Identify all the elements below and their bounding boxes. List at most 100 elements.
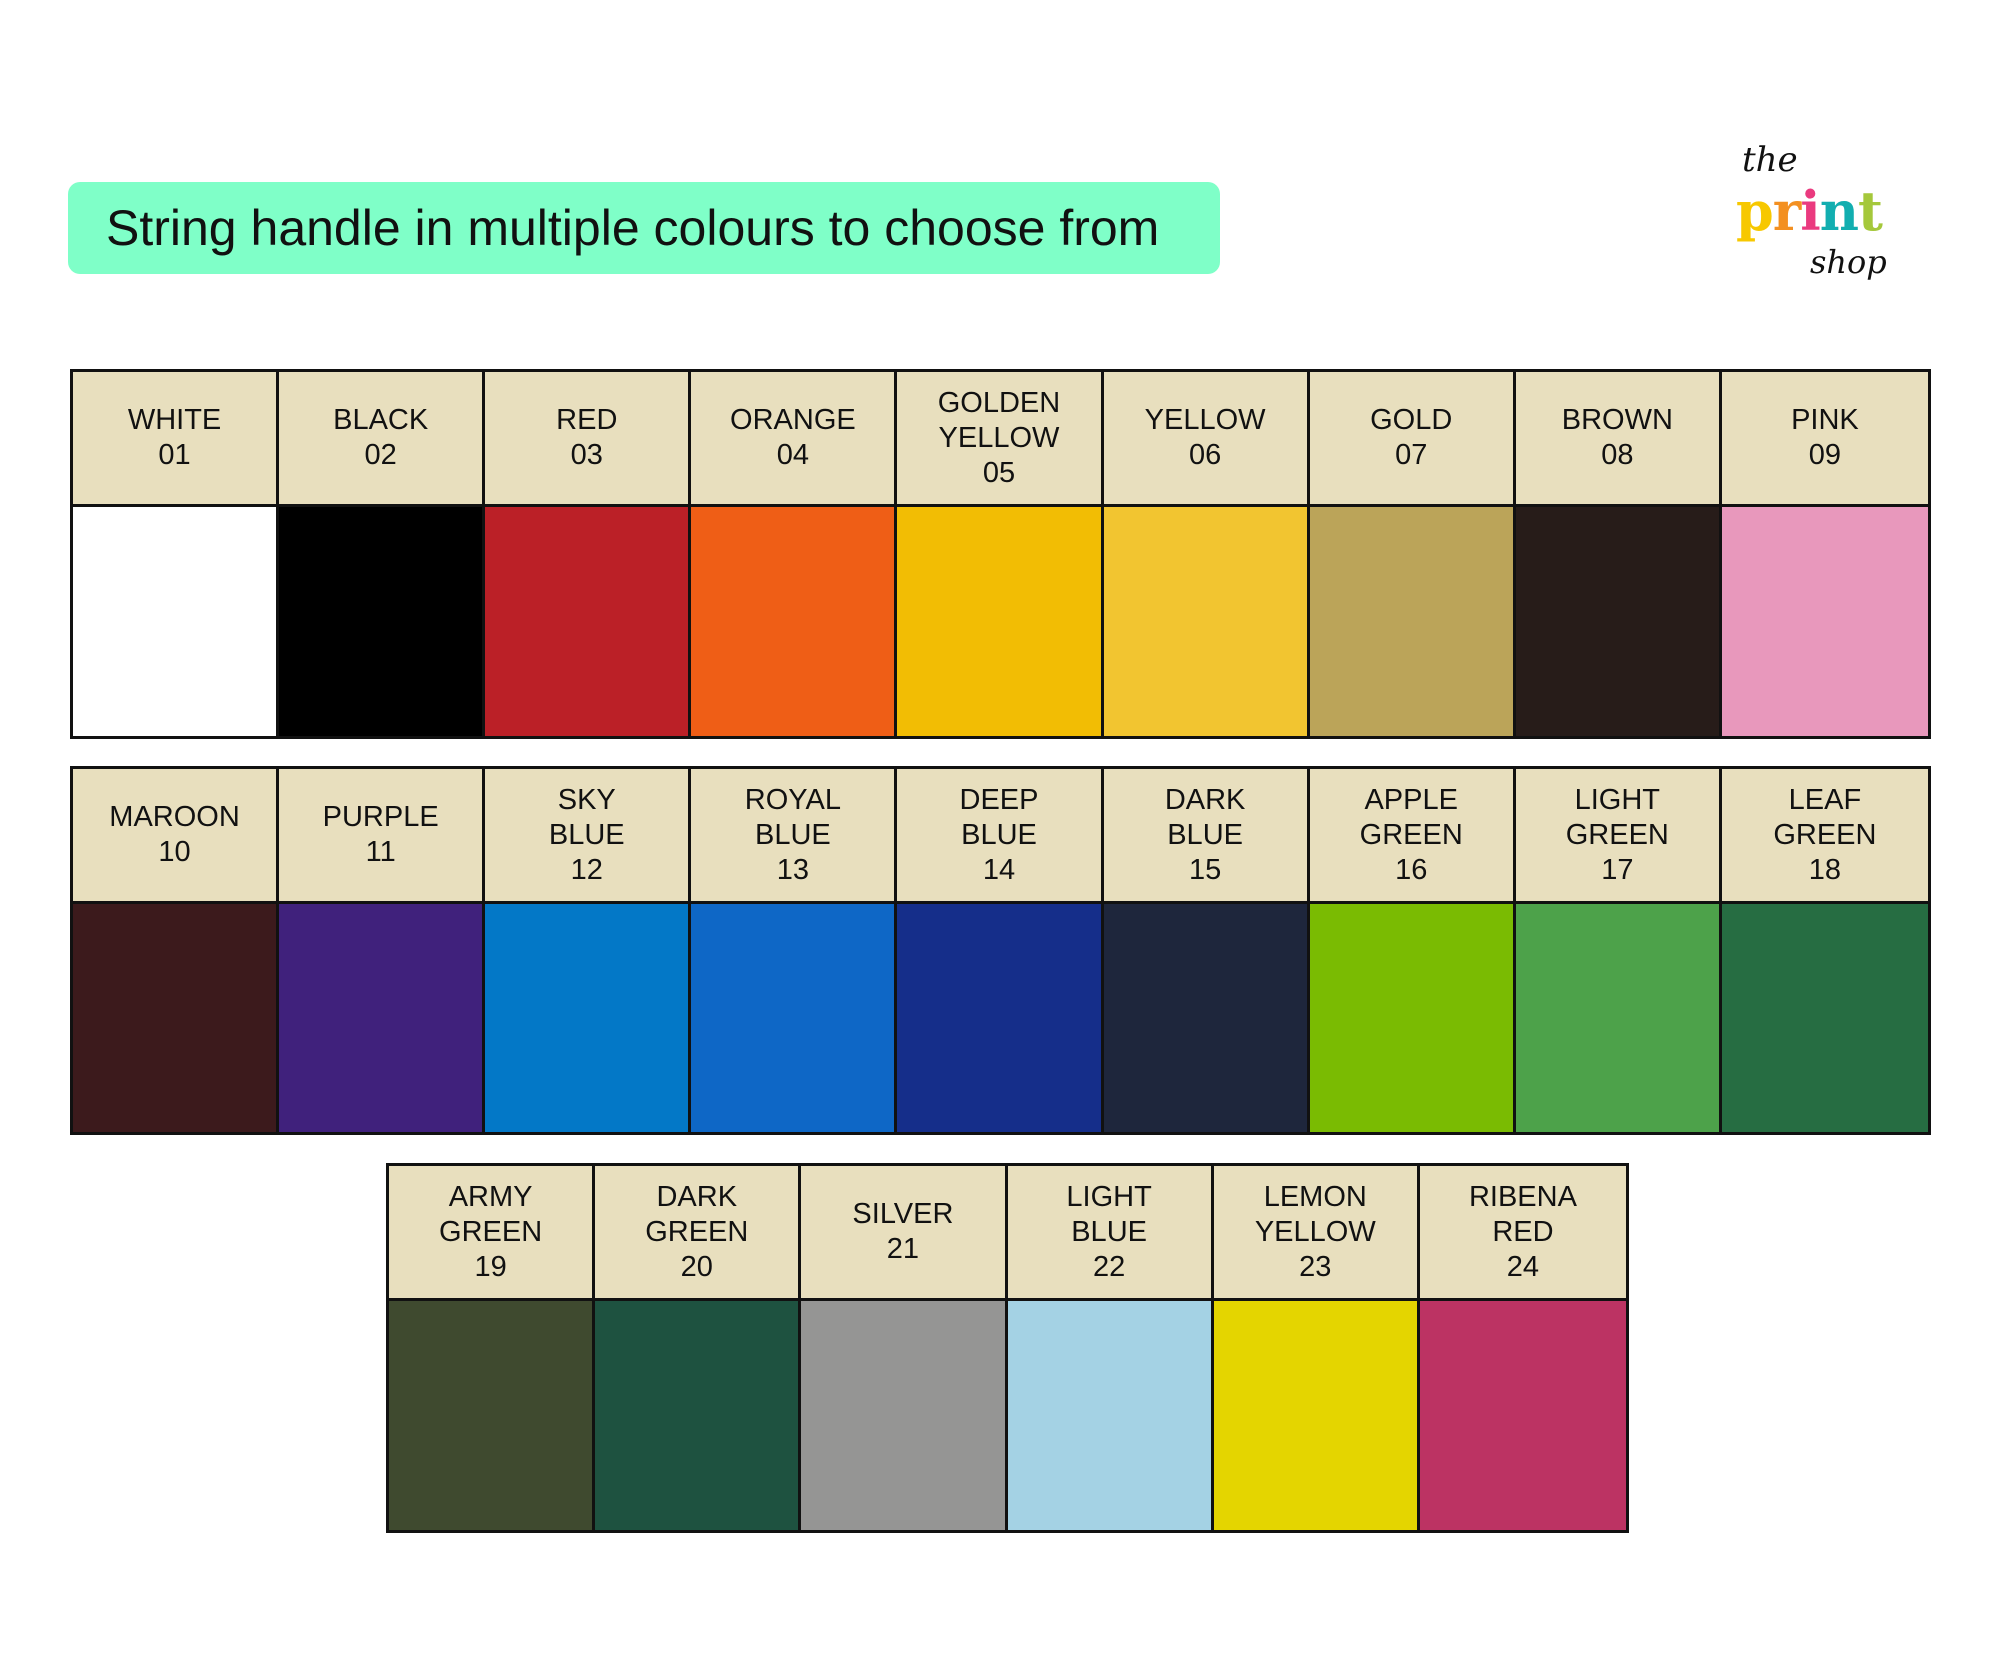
colour-code: 22 [1092, 1250, 1126, 1283]
colour-name: SKY [557, 783, 616, 816]
logo-letter: r [1772, 179, 1801, 243]
colour-name: SILVER [852, 1198, 954, 1230]
colour-swatch [389, 1301, 593, 1530]
colour-label: DARK BLUE 15 [1103, 769, 1307, 904]
colour-swatch [1515, 904, 1719, 1132]
colour-row-2: MAROON 10 PURPLE 11 SKY BLUE 12 ROYAL BLUE 13 DEEP… [70, 766, 1931, 1135]
colour-name: DEEP [959, 783, 1039, 816]
colour-option: GOLD 07 [1309, 372, 1516, 736]
colour-option: YELLOW 06 [1103, 372, 1310, 736]
colour-name: BLUE [961, 818, 1037, 851]
colour-name: BLUE [755, 818, 831, 851]
colour-name: BLACK [333, 404, 429, 436]
colour-option: DARK BLUE 15 [1103, 769, 1310, 1132]
colour-name: GREEN [439, 1215, 543, 1248]
colour-code: 10 [158, 836, 191, 868]
colour-name: GOLD [1370, 404, 1453, 436]
colour-code: 14 [982, 853, 1016, 886]
colour-swatch [1515, 507, 1719, 736]
colour-code: 17 [1601, 853, 1634, 886]
colour-label: LIGHT BLUE 22 [1007, 1166, 1211, 1301]
colour-code: 04 [776, 439, 810, 471]
logo-the: the [1742, 140, 1798, 180]
colour-code: 03 [570, 439, 603, 471]
colour-row-1: WHITE 01 BLACK 02 RED 03 ORANGE 04 GOLDEN YELLOW 0… [70, 369, 1931, 739]
colour-option: ORANGE 04 [691, 372, 898, 736]
colour-swatch [73, 904, 277, 1132]
colour-label: WHITE 01 [73, 372, 277, 507]
colour-label: DEEP BLUE 14 [897, 769, 1101, 904]
colour-name: LEAF [1788, 783, 1862, 816]
logo-letter: i [1800, 179, 1820, 243]
colour-swatch [485, 507, 689, 736]
colour-label: DARK GREEN 20 [595, 1166, 799, 1301]
colour-swatch [1103, 507, 1307, 736]
colour-name: YELLOW [1144, 404, 1266, 436]
colour-code: 16 [1395, 853, 1428, 886]
colour-swatch [1309, 507, 1513, 736]
colour-option: BLACK 02 [279, 372, 486, 736]
colour-row-3: ARMY GREEN 19 DARK GREEN 20 SILVER 21 LIGHT BLUE 2… [386, 1163, 1629, 1533]
colour-name: BLUE [548, 818, 625, 851]
colour-swatch [691, 904, 895, 1132]
colour-name: BLUE [1071, 1215, 1147, 1248]
colour-name: BROWN [1561, 404, 1673, 436]
colour-name: PURPLE [322, 801, 439, 833]
logo-letter: t [1858, 179, 1883, 243]
colour-code: 07 [1395, 439, 1428, 471]
colour-code: 12 [570, 853, 603, 886]
colour-option: BROWN 08 [1515, 372, 1722, 736]
logo-shop: shop [1810, 243, 1887, 281]
colour-swatch [595, 1301, 799, 1530]
colour-swatch [1721, 904, 1928, 1132]
colour-option: DEEP BLUE 14 [897, 769, 1104, 1132]
colour-swatch [1419, 1301, 1627, 1530]
colour-code: 11 [365, 836, 396, 868]
colour-swatch [1213, 1301, 1417, 1530]
colour-name: BLUE [1167, 818, 1243, 851]
colour-name: PINK [1791, 404, 1859, 436]
colour-swatch [1309, 904, 1513, 1132]
colour-label: ROYAL BLUE 13 [691, 769, 895, 904]
colour-label: LEAF GREEN 18 [1721, 769, 1928, 904]
colour-code: 09 [1808, 439, 1842, 471]
colour-label: LIGHT GREEN 17 [1515, 769, 1719, 904]
colour-swatch [279, 904, 483, 1132]
colour-code: 08 [1601, 439, 1634, 471]
colour-name: RED [556, 404, 618, 436]
colour-label: SILVER 21 [801, 1166, 1005, 1301]
colour-option: APPLE GREEN 16 [1309, 769, 1516, 1132]
colour-name: MAROON [109, 801, 240, 833]
colour-option: LEMON YELLOW 23 [1213, 1166, 1420, 1530]
banner-title: String handle in multiple colours to cho… [106, 200, 1160, 256]
colour-name: LIGHT [1574, 783, 1661, 816]
colour-label: YELLOW 06 [1103, 372, 1307, 507]
colour-code: 18 [1808, 853, 1842, 886]
colour-name: GOLDEN [937, 386, 1061, 419]
colour-option: SILVER 21 [801, 1166, 1008, 1530]
colour-swatch [1721, 507, 1928, 736]
colour-option: SKY BLUE 12 [485, 769, 692, 1132]
colour-name: WHITE [127, 404, 222, 436]
colour-label: MAROON 10 [73, 769, 277, 904]
colour-name: DARK [656, 1180, 738, 1213]
colour-option: LIGHT BLUE 22 [1007, 1166, 1214, 1530]
colour-name: ROYAL [744, 783, 841, 816]
colour-option: RIBENA RED 24 [1419, 1166, 1627, 1530]
title-banner: String handle in multiple colours to cho… [68, 182, 1220, 274]
colour-option: WHITE 01 [73, 372, 280, 736]
colour-name: DARK [1164, 783, 1246, 816]
colour-code: 05 [982, 456, 1016, 489]
colour-option: GOLDEN YELLOW 05 [897, 372, 1104, 736]
the-print-shop-logo: the print shop [1730, 140, 1940, 300]
colour-name: APPLE [1364, 783, 1458, 816]
colour-label: SKY BLUE 12 [485, 769, 689, 904]
colour-swatch [73, 507, 277, 736]
colour-option: LIGHT GREEN 17 [1515, 769, 1722, 1132]
colour-label: BLACK 02 [279, 372, 483, 507]
colour-label: ORANGE 04 [691, 372, 895, 507]
colour-swatch [897, 904, 1101, 1132]
colour-option: ROYAL BLUE 13 [691, 769, 898, 1132]
colour-label: GOLDEN YELLOW 05 [897, 372, 1101, 507]
colour-swatch [801, 1301, 1005, 1530]
